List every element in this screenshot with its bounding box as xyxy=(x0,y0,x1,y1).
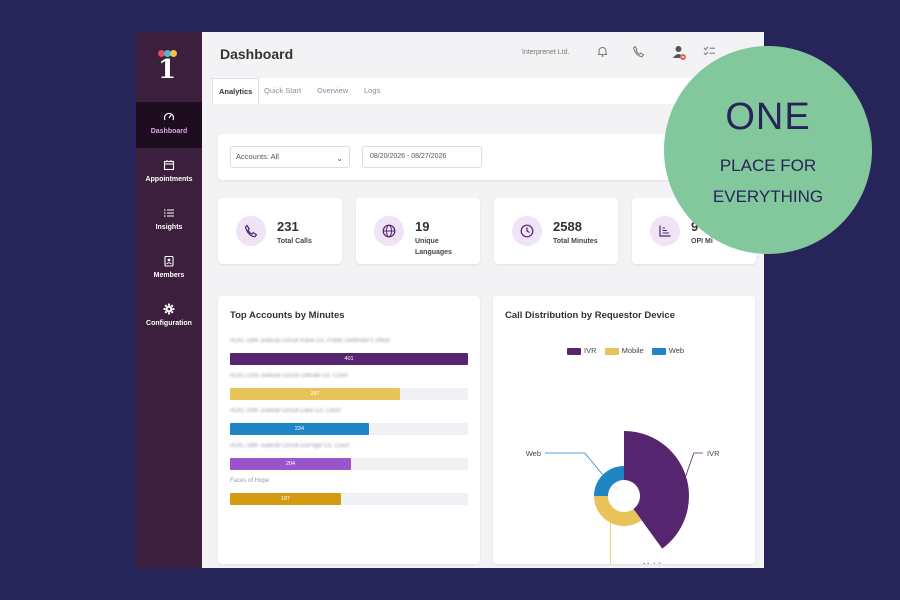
gear-icon xyxy=(163,303,175,315)
stat-value: 9 xyxy=(691,219,699,234)
legend-item-ivr[interactable]: IVR xyxy=(567,346,597,355)
bar-fill[interactable]: 204 xyxy=(230,458,352,470)
tab-logs[interactable]: Logs xyxy=(364,86,381,95)
sidebar-item-label: Insights xyxy=(155,224,183,231)
panel-title: Top Accounts by Minutes xyxy=(230,310,345,321)
bar-label: AOIC-23rd Judicial Circuit DeKalb Co. Co… xyxy=(230,373,348,379)
promo-line-2: EVERYTHING xyxy=(712,187,824,206)
tab-overview[interactable]: Overview xyxy=(317,86,349,95)
leader-line xyxy=(545,452,604,476)
app-window: 1 Dashboard Appointments Insights Member… xyxy=(136,32,764,568)
app-logo[interactable]: 1 xyxy=(156,50,182,85)
bar-fill[interactable]: 187 xyxy=(230,493,341,505)
bar-label: AOIC-19th Judicial Circuit Lake Co. Cour… xyxy=(230,408,341,414)
stat-caption: Total Calls xyxy=(277,238,312,245)
slice-label: Mobile xyxy=(643,561,665,564)
bar-label: AOIC-18th Judicial Circuit DuPage Co. Co… xyxy=(230,443,350,449)
id-badge-icon xyxy=(164,255,174,267)
call-distribution-panel: Call Distribution by Requestor Device IV… xyxy=(493,296,755,564)
chart-icon xyxy=(659,225,671,237)
clock-icon xyxy=(520,224,534,238)
sidebar-item-label: Members xyxy=(153,272,185,279)
stat-value: 19 xyxy=(415,219,430,234)
bar-track: 234 xyxy=(230,423,468,435)
phone-icon[interactable] xyxy=(632,45,645,58)
stat-caption: Total Minutes xyxy=(553,238,598,245)
sidebar-item-insights[interactable]: Insights xyxy=(136,198,202,244)
checklist-icon[interactable] xyxy=(703,45,716,58)
stat-card-total-calls: 231 Total Calls xyxy=(218,198,342,264)
bar-label: Faces of Hope xyxy=(230,478,270,484)
promo-line-1: PLACE FOR xyxy=(719,156,817,175)
tab-bar: Analytics Quick Start Overview Logs xyxy=(212,78,764,104)
promo-badge: ONE PLACE FOR EVERYTHING xyxy=(664,46,872,254)
date-range-input[interactable]: 08/20/2026 - 08/27/2026 xyxy=(362,146,482,168)
bar-track: 287 xyxy=(230,388,468,400)
phone-icon xyxy=(244,224,258,238)
donut-slice-web[interactable] xyxy=(594,466,624,496)
sidebar: 1 Dashboard Appointments Insights Member… xyxy=(136,32,202,568)
bar-track: 187 xyxy=(230,493,468,505)
list-icon xyxy=(164,209,174,217)
donut-slice-ivr[interactable] xyxy=(624,431,689,549)
top-bar: Dashboard Interprenet Ltd. xyxy=(202,32,764,76)
chevron-down-icon: ⌄ xyxy=(336,154,343,163)
legend-item-mobile[interactable]: Mobile xyxy=(604,346,644,355)
donut-chart: IVR Mobile Web xyxy=(526,431,720,564)
user-icon[interactable] xyxy=(672,45,687,61)
sidebar-item-dashboard[interactable]: Dashboard xyxy=(136,102,202,148)
bar-track: 204 xyxy=(230,458,468,470)
sidebar-item-label: Configuration xyxy=(146,320,192,327)
bar-fill[interactable]: 287 xyxy=(230,388,401,400)
account-select[interactable]: Accounts: All ⌄ xyxy=(230,146,350,168)
donut-slice-mobile[interactable] xyxy=(594,496,642,526)
gauge-icon xyxy=(163,112,175,121)
chart-legend: IVR Mobile Web xyxy=(567,346,690,355)
promo-title: ONE xyxy=(725,96,811,138)
sidebar-item-members[interactable]: Members xyxy=(136,246,202,292)
bar-fill[interactable]: 401 xyxy=(230,353,468,365)
leader-line xyxy=(685,452,703,477)
stat-caption: Unique Languages xyxy=(415,238,452,256)
stat-value: 2588 xyxy=(553,219,582,234)
page-title: Dashboard xyxy=(220,46,294,62)
sidebar-item-configuration[interactable]: Configuration xyxy=(136,294,202,340)
bar-track: 401 xyxy=(230,353,468,365)
slice-label: Web xyxy=(526,449,541,458)
stat-card-unique-languages: 19 Unique Languages xyxy=(356,198,480,264)
legend-item-web[interactable]: Web xyxy=(651,346,684,355)
leader-line xyxy=(609,522,611,564)
account-select-value: Accounts: All xyxy=(236,152,279,161)
bell-icon[interactable] xyxy=(596,45,609,58)
sidebar-item-appointments[interactable]: Appointments xyxy=(136,150,202,196)
slice-label: IVR xyxy=(707,449,720,458)
bar-fill[interactable]: 234 xyxy=(230,423,369,435)
stat-caption: OPI Mi xyxy=(691,238,713,245)
calendar-icon xyxy=(163,160,175,171)
stat-card-total-minutes: 2588 Total Minutes xyxy=(494,198,618,264)
bar-label: AOIC-18th Judicial Circuit Kane Co. Publ… xyxy=(230,338,390,344)
panel-title: Call Distribution by Requestor Device xyxy=(505,310,675,321)
tab-analytics[interactable]: Analytics xyxy=(212,78,260,104)
top-accounts-panel: Top Accounts by Minutes AOIC-18th Judici… xyxy=(218,296,480,564)
tab-quick-start[interactable]: Quick Start xyxy=(264,86,302,95)
stat-value: 231 xyxy=(277,219,299,234)
sidebar-item-label: Appointments xyxy=(145,176,193,183)
organization-name: Interprenet Ltd. xyxy=(522,49,570,56)
globe-icon xyxy=(382,224,396,238)
sidebar-item-label: Dashboard xyxy=(150,128,188,135)
